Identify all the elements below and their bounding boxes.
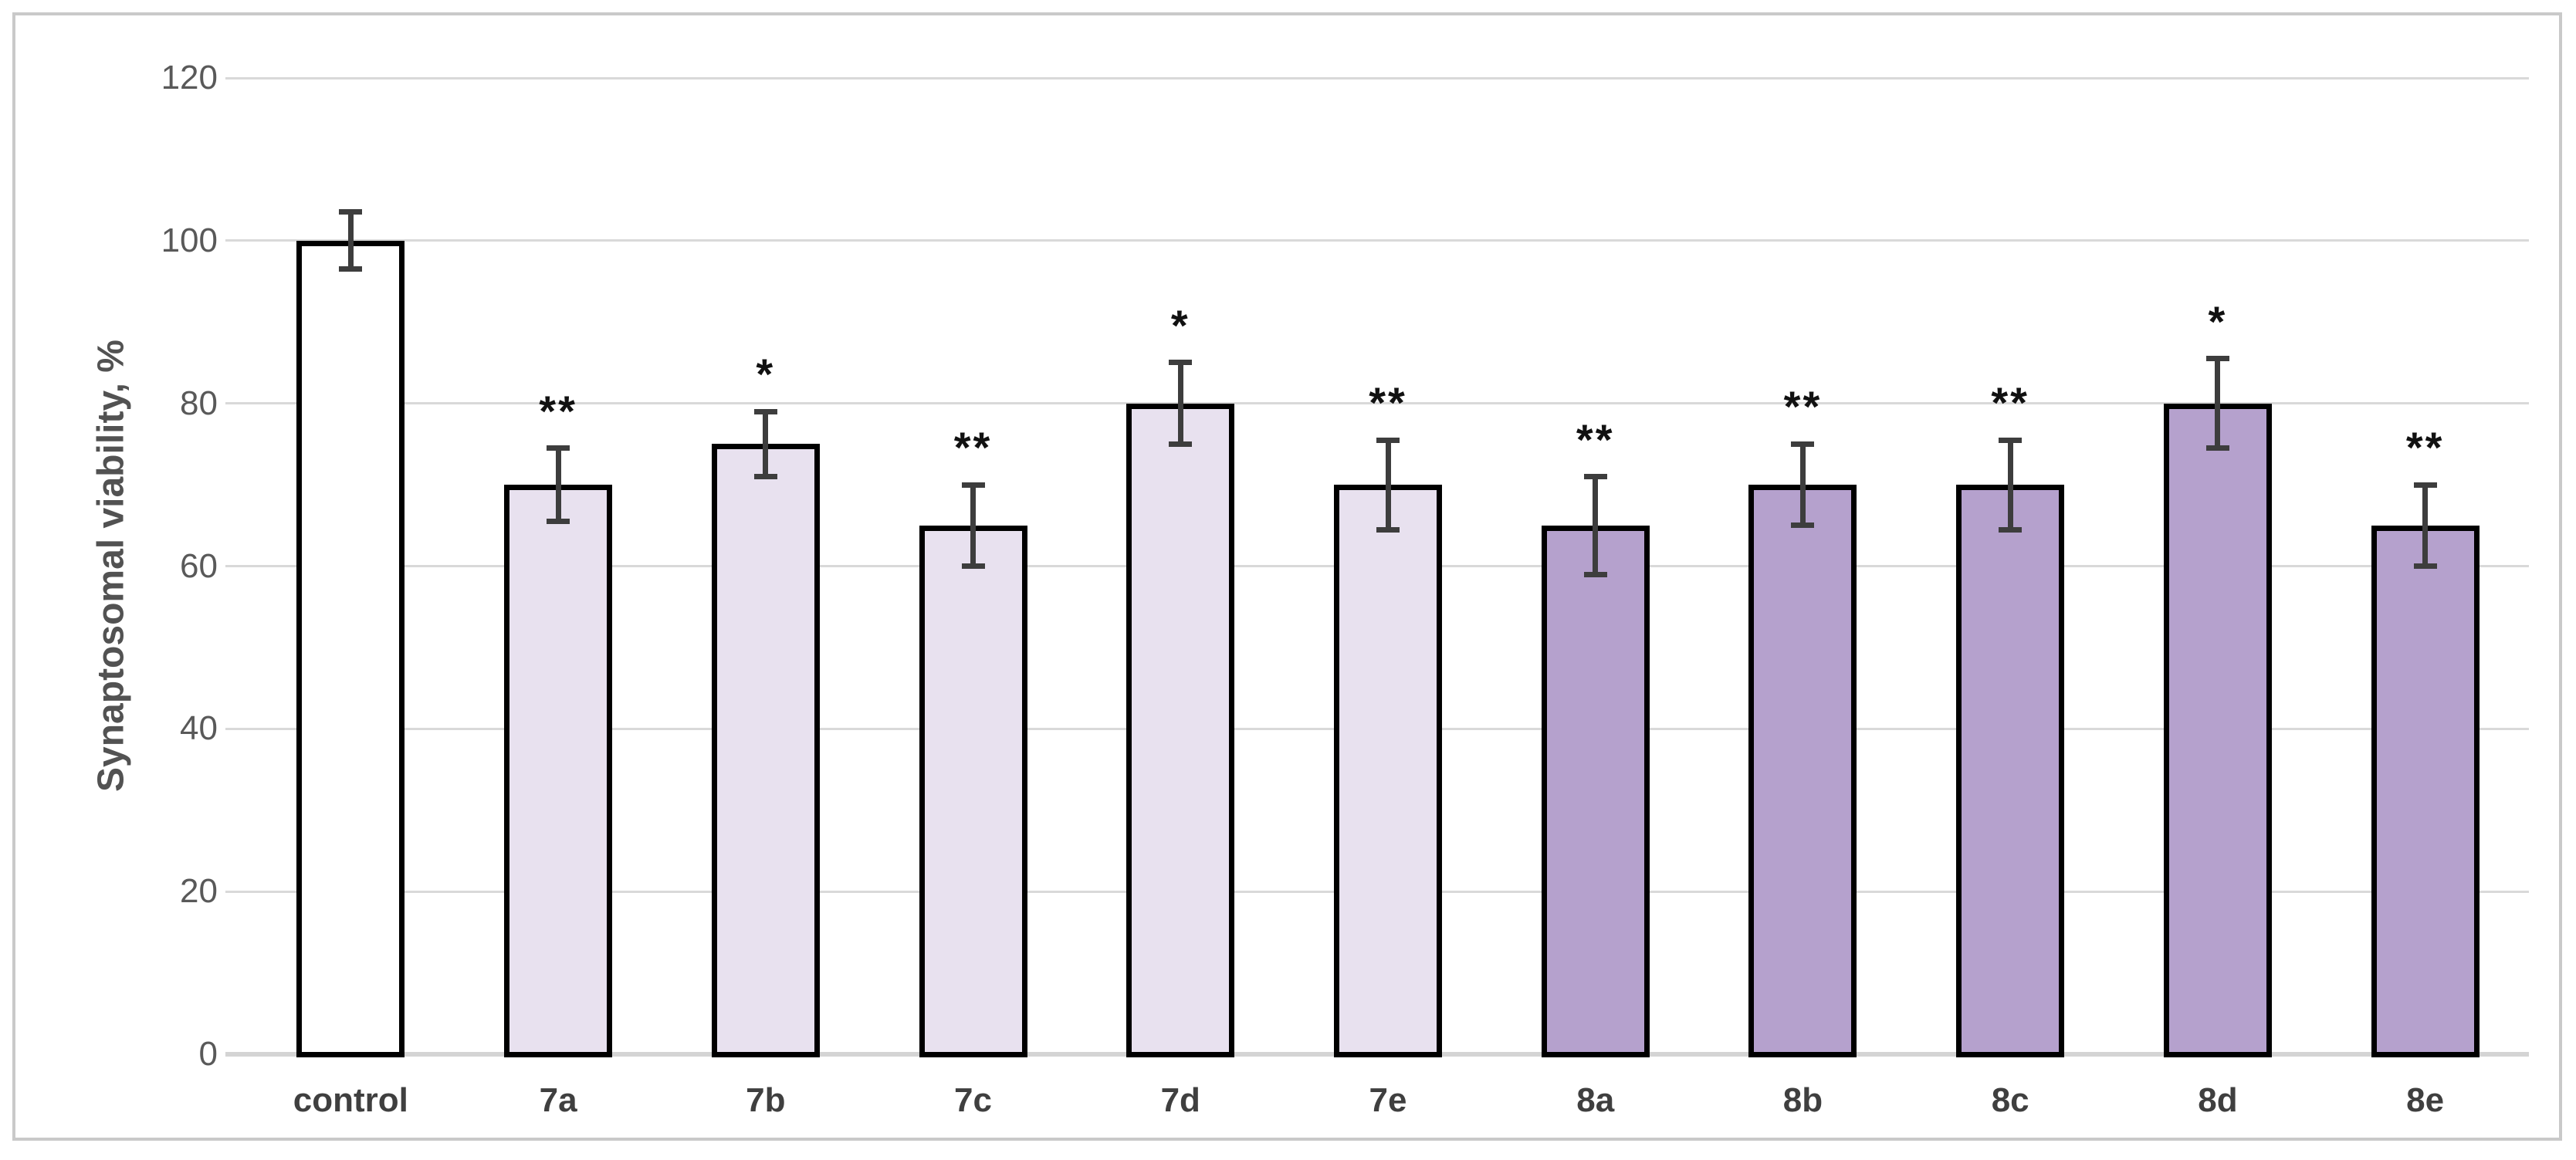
error-bar-top-cap-7a xyxy=(547,445,570,451)
plot-area: ** * ** * ** ** ** ** * ** xyxy=(225,76,2529,1057)
bar-7c xyxy=(919,525,1027,1057)
error-bar-top-cap-8a xyxy=(1583,474,1607,480)
bar-7b xyxy=(711,444,820,1057)
bar-7a xyxy=(504,485,613,1057)
error-bar-top-cap-control xyxy=(339,209,363,215)
error-bar-bottom-cap-7d xyxy=(1169,441,1193,447)
error-bar-line-8c xyxy=(2007,440,2013,530)
y-tick-label-40: 40 xyxy=(180,709,218,748)
x-tick-label-7a: 7a xyxy=(539,1081,577,1119)
y-tick-label-0: 0 xyxy=(198,1035,218,1073)
error-bar-line-7e xyxy=(1385,440,1391,530)
x-tick-label-8b: 8b xyxy=(1782,1081,1823,1119)
error-bar-top-cap-8e xyxy=(2413,482,2437,488)
y-tick-label-80: 80 xyxy=(180,384,218,422)
significance-marker-7e: ** xyxy=(1369,378,1407,428)
error-bar-bottom-cap-8a xyxy=(1583,571,1607,577)
bar-7d xyxy=(1126,403,1235,1057)
error-bar-line-8d xyxy=(2215,358,2221,448)
x-tick-label-7d: 7d xyxy=(1160,1081,1200,1119)
error-bar-bottom-cap-7c xyxy=(961,563,985,569)
y-axis-tick-labels: 0 20 40 60 80 100 120 xyxy=(69,59,218,1073)
error-bar-line-7a xyxy=(555,448,561,522)
error-bar-bottom-cap-control xyxy=(339,266,363,272)
error-bar-line-8a xyxy=(1593,476,1599,575)
x-tick-label-control: control xyxy=(293,1081,408,1119)
chart-frame: Synaptosomal viability, % 0 20 40 60 80 100 12… xyxy=(12,12,2562,1141)
error-bar-line-7d xyxy=(1177,362,1183,445)
x-tick-label-8c: 8c xyxy=(1991,1081,2029,1119)
bar-8b xyxy=(1748,485,1857,1057)
bar-8e xyxy=(2371,525,2480,1057)
error-bar-top-cap-7c xyxy=(961,482,985,488)
x-tick-label-7c: 7c xyxy=(954,1081,992,1119)
error-bar-top-cap-8b xyxy=(1791,441,1815,447)
error-bar-bottom-cap-7e xyxy=(1376,526,1400,533)
x-tick-label-8a: 8a xyxy=(1576,1081,1615,1119)
error-bar-bottom-cap-7a xyxy=(547,519,570,525)
bar-control xyxy=(296,240,405,1057)
error-bar-line-control xyxy=(347,211,354,269)
error-bar-bottom-cap-8b xyxy=(1791,523,1815,529)
error-bar-top-cap-7b xyxy=(753,408,777,414)
error-bar-top-cap-8c xyxy=(1999,437,2023,443)
x-tick-label-8d: 8d xyxy=(2198,1081,2238,1119)
gridline-100 xyxy=(225,239,2529,242)
bar-8a xyxy=(1541,525,1650,1057)
significance-marker-7b: * xyxy=(756,350,776,399)
error-bar-bottom-cap-8e xyxy=(2413,563,2437,569)
y-tick-label-120: 120 xyxy=(161,59,218,96)
gridline-120 xyxy=(225,76,2529,79)
x-tick-label-7b: 7b xyxy=(746,1081,786,1119)
error-bar-top-cap-7e xyxy=(1376,437,1400,443)
significance-marker-7c: ** xyxy=(953,423,993,472)
bar-8d xyxy=(2163,403,2272,1057)
y-tick-label-20: 20 xyxy=(180,872,218,911)
error-bar-top-cap-8d xyxy=(2205,356,2229,362)
error-bar-bottom-cap-8c xyxy=(1999,526,2023,533)
gridline-80 xyxy=(225,402,2529,405)
bar-7e xyxy=(1334,485,1442,1057)
y-tick-label-100: 100 xyxy=(161,221,218,259)
bar-8c xyxy=(1956,485,2065,1057)
error-bar-line-7c xyxy=(970,485,977,566)
error-bar-bottom-cap-7b xyxy=(753,474,777,480)
x-axis-category-labels: control 7a 7b 7c 7d 7e 8a 8b 8c 8d 8e xyxy=(247,1082,2529,1128)
error-bar-top-cap-7d xyxy=(1169,360,1193,366)
significance-marker-8e: ** xyxy=(2405,423,2445,472)
significance-marker-8c: ** xyxy=(1991,378,2029,428)
x-tick-label-7e: 7e xyxy=(1369,1081,1407,1119)
significance-marker-7d: * xyxy=(1170,300,1190,350)
x-tick-label-8e: 8e xyxy=(2406,1081,2445,1119)
error-bar-bottom-cap-8d xyxy=(2205,445,2229,451)
significance-marker-7a: ** xyxy=(539,386,577,435)
significance-marker-8b: ** xyxy=(1783,382,1823,431)
error-bar-line-8e xyxy=(2422,485,2429,566)
significance-marker-8a: ** xyxy=(1576,414,1615,464)
significance-marker-8d: * xyxy=(2208,296,2228,346)
y-tick-label-60: 60 xyxy=(180,546,218,585)
error-bar-line-7b xyxy=(763,411,769,477)
error-bar-line-8b xyxy=(1799,444,1806,526)
